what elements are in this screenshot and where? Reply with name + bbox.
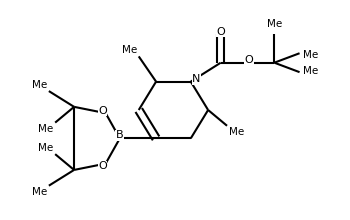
Text: O: O bbox=[98, 106, 107, 116]
Text: O: O bbox=[98, 161, 107, 171]
Text: N: N bbox=[192, 74, 201, 84]
Text: Me: Me bbox=[32, 79, 47, 90]
Text: Me: Me bbox=[122, 45, 137, 55]
Text: Me: Me bbox=[32, 187, 47, 197]
Text: Me: Me bbox=[38, 124, 54, 134]
Text: Me: Me bbox=[267, 19, 282, 29]
Text: O: O bbox=[245, 55, 253, 65]
Text: O: O bbox=[216, 27, 225, 37]
Text: Me: Me bbox=[229, 127, 244, 137]
Text: Me: Me bbox=[38, 143, 54, 153]
Text: Me: Me bbox=[303, 66, 318, 76]
Text: Me: Me bbox=[303, 50, 318, 60]
Text: B: B bbox=[116, 130, 124, 140]
